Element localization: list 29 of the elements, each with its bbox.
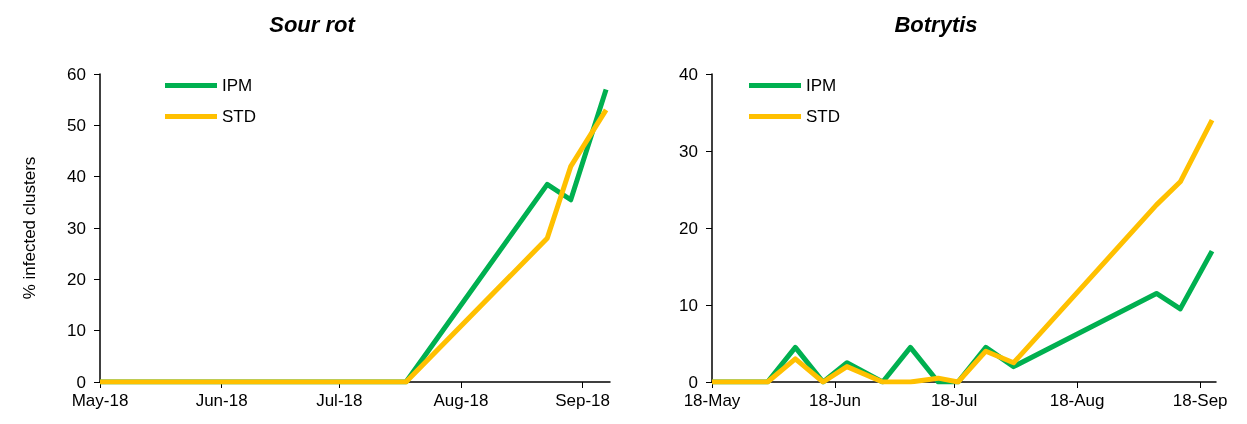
- x-tick-label: Jun-18: [195, 391, 248, 410]
- x-tick-label: Aug-18: [433, 391, 489, 410]
- legend-label: STD: [805, 107, 840, 126]
- y-tick-label: 10: [67, 321, 86, 341]
- x-tick-label: 18-Jun: [808, 391, 861, 410]
- y-tick-label: 10: [678, 295, 698, 315]
- chart-title: Sour rot: [269, 11, 357, 37]
- legend-label: STD: [222, 107, 256, 126]
- y-tick-label: 20: [67, 269, 86, 289]
- x-tick-label: 18-May: [683, 391, 741, 410]
- y-tick-label: 0: [688, 372, 698, 392]
- y-axis-title: % infected clusters: [20, 156, 39, 300]
- y-tick-label: 40: [67, 167, 86, 187]
- x-tick-label: Jul-18: [316, 391, 363, 410]
- y-tick-label: 50: [67, 115, 86, 135]
- x-tick-label: May-18: [71, 391, 129, 410]
- x-tick-label: Sep-18: [555, 391, 610, 410]
- y-tick-label: 60: [67, 64, 86, 84]
- x-tick-label: 18-Sep: [1172, 391, 1228, 410]
- y-tick-label: 0: [76, 372, 86, 392]
- y-tick-label: 30: [67, 218, 86, 238]
- legend-label: IPM: [222, 76, 253, 95]
- y-tick-label: 40: [678, 64, 698, 84]
- y-tick-label: 30: [678, 141, 698, 161]
- chart-title: Botrytis: [893, 11, 978, 37]
- y-tick-label: 20: [678, 218, 698, 238]
- x-tick-label: 18-Aug: [1049, 391, 1105, 410]
- x-tick-label: 18-Jul: [930, 391, 977, 410]
- legend-label: IPM: [805, 76, 836, 95]
